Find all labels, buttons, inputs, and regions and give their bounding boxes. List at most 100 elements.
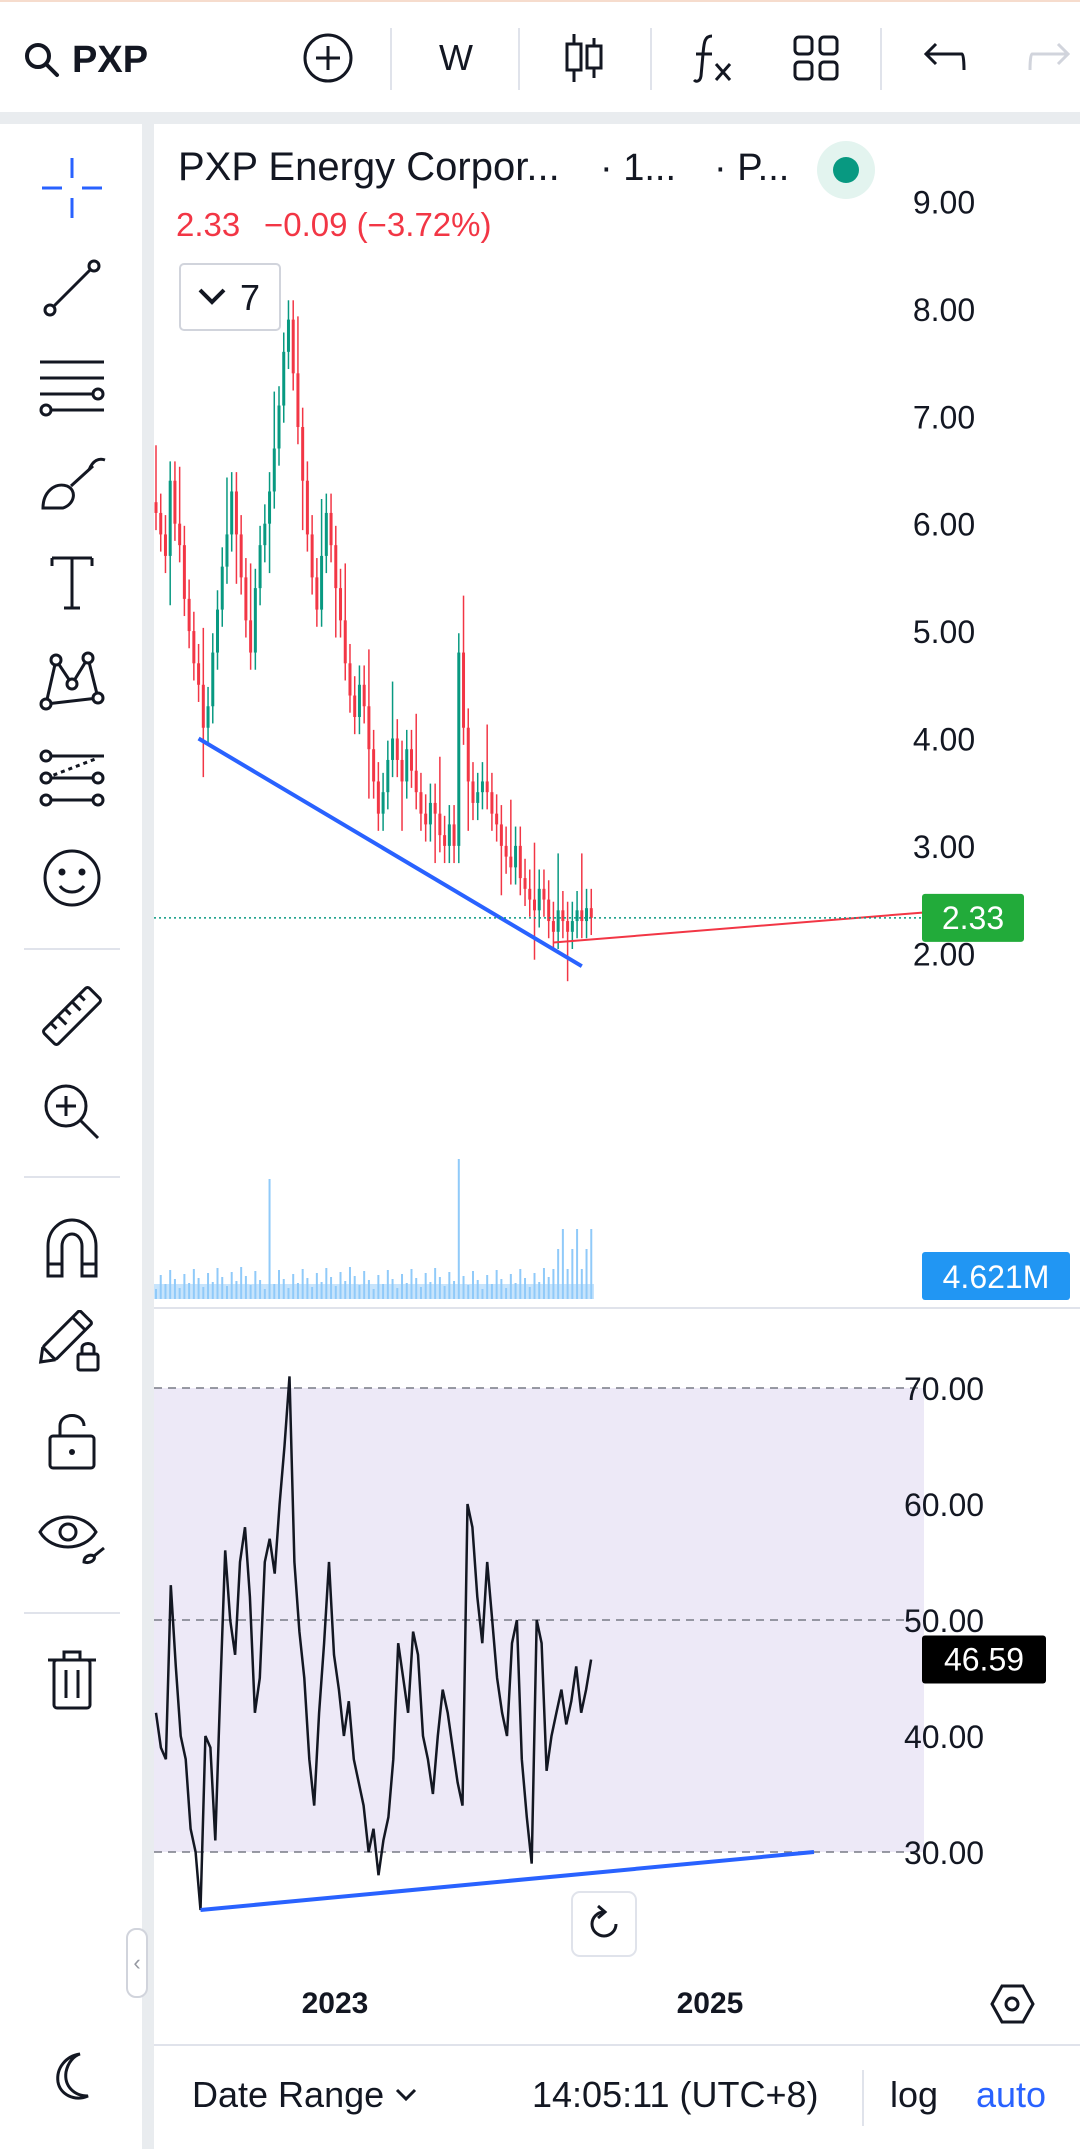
candle-body[interactable] xyxy=(339,588,343,621)
brush-tool[interactable] xyxy=(32,444,112,524)
candle-body[interactable] xyxy=(452,824,456,846)
candle-body[interactable] xyxy=(395,738,399,760)
candle-body[interactable] xyxy=(409,749,413,771)
candle-body[interactable] xyxy=(234,491,238,535)
candle-body[interactable] xyxy=(334,545,338,589)
candle-body[interactable] xyxy=(182,545,186,599)
candle-body[interactable] xyxy=(268,491,272,524)
candle-body[interactable] xyxy=(216,609,220,653)
candle-body[interactable] xyxy=(282,351,286,406)
candle-body[interactable] xyxy=(400,759,404,782)
candle-body[interactable] xyxy=(523,878,527,889)
collapse-toolbar-button[interactable]: ‹ xyxy=(126,1928,148,1998)
candle-body[interactable] xyxy=(476,792,480,803)
lock-drawing-tool[interactable] xyxy=(32,1304,112,1384)
candle-body[interactable] xyxy=(296,373,300,428)
trendline-drawing-red[interactable] xyxy=(553,911,925,944)
candle-body[interactable] xyxy=(353,695,357,717)
trendline-tool[interactable] xyxy=(32,248,112,328)
rsi-line[interactable] xyxy=(154,1376,593,1911)
add-symbol-button[interactable] xyxy=(296,26,360,90)
candle-body[interactable] xyxy=(239,534,243,578)
candle-body[interactable] xyxy=(585,908,589,922)
candle-body[interactable] xyxy=(466,727,470,782)
candle-body[interactable] xyxy=(154,502,158,513)
candle-body[interactable] xyxy=(495,813,499,825)
candle-body[interactable] xyxy=(556,910,560,932)
rsi-trendline-drawing[interactable] xyxy=(200,1850,815,1912)
candle-body[interactable] xyxy=(211,652,215,707)
candle-body[interactable] xyxy=(424,813,428,825)
trendline-drawing[interactable] xyxy=(197,736,583,968)
candle-body[interactable] xyxy=(343,620,347,664)
candle-body[interactable] xyxy=(192,631,196,664)
candle-body[interactable] xyxy=(547,899,551,922)
candle-body[interactable] xyxy=(367,706,371,750)
crosshair-tool[interactable] xyxy=(32,148,112,228)
candle-body[interactable] xyxy=(197,663,201,685)
candle-body[interactable] xyxy=(329,512,333,546)
candle-body[interactable] xyxy=(447,824,451,846)
candle-body[interactable] xyxy=(551,921,555,932)
candle-body[interactable] xyxy=(566,921,570,932)
theme-toggle[interactable] xyxy=(32,2036,112,2116)
candle-body[interactable] xyxy=(405,749,409,782)
candle-body[interactable] xyxy=(201,684,205,728)
chart-panel[interactable]: 9.00 8.00 7.00 6.00 5.00 4.00 3.00 2.00 2.33 4.62… xyxy=(154,124,1080,2044)
emoji-tool[interactable] xyxy=(32,838,112,918)
layout-button[interactable] xyxy=(784,26,848,90)
candle-body[interactable] xyxy=(438,813,442,836)
candle-body[interactable] xyxy=(291,319,295,374)
candle-body[interactable] xyxy=(589,908,593,918)
candle-body[interactable] xyxy=(561,910,565,922)
candle-body[interactable] xyxy=(580,910,584,922)
candle-body[interactable] xyxy=(381,792,385,814)
candle-body[interactable] xyxy=(272,448,276,492)
candle-body[interactable] xyxy=(391,738,395,760)
candle-body[interactable] xyxy=(168,480,172,556)
zoom-tool[interactable] xyxy=(32,1072,112,1152)
remove-drawings-tool[interactable] xyxy=(32,1640,112,1720)
pattern-tool[interactable] xyxy=(32,640,112,720)
indicators-toggle[interactable]: 7 xyxy=(179,263,281,331)
reset-chart-button[interactable] xyxy=(571,1891,637,1957)
candle-body[interactable] xyxy=(514,845,518,868)
interval-button[interactable]: W xyxy=(439,37,473,78)
candle-body[interactable] xyxy=(471,781,475,803)
candle-body[interactable] xyxy=(532,899,536,911)
rsi-axis[interactable]: 70.00 60.00 50.00 40.00 30.00 46.59 xyxy=(904,1371,1046,1871)
symbol-search[interactable]: PXP xyxy=(22,30,148,90)
candle-body[interactable] xyxy=(324,512,328,556)
candle-body[interactable] xyxy=(244,577,248,621)
date-range-button[interactable]: Date Range xyxy=(192,2074,418,2116)
candle-body[interactable] xyxy=(462,652,466,728)
candle-body[interactable] xyxy=(509,856,513,868)
candle-body[interactable] xyxy=(570,921,574,932)
lock-all-tool[interactable] xyxy=(32,1400,112,1480)
candle-body[interactable] xyxy=(362,684,366,707)
last-price-badge[interactable] xyxy=(922,893,1024,942)
candle-body[interactable] xyxy=(320,555,324,610)
candle-body[interactable] xyxy=(518,845,522,879)
candle-body[interactable] xyxy=(286,319,290,352)
candle-body[interactable] xyxy=(528,888,532,900)
price-pane[interactable] xyxy=(154,300,925,982)
candle-body[interactable] xyxy=(249,620,253,653)
indicators-button[interactable] xyxy=(682,26,746,90)
candle-body[interactable] xyxy=(457,652,461,846)
rsi-pane[interactable] xyxy=(154,1376,924,1912)
candle-body[interactable] xyxy=(504,845,508,857)
candle-body[interactable] xyxy=(499,824,503,846)
candle-body[interactable] xyxy=(419,792,423,814)
candle-body[interactable] xyxy=(159,512,163,535)
chart-svg[interactable]: 9.008.007.006.005.004.003.002.002.334.62… xyxy=(154,124,1080,2044)
price-axis[interactable]: 9.00 8.00 7.00 6.00 5.00 4.00 3.00 2.002.33 4.62… xyxy=(913,184,1070,1300)
candle-body[interactable] xyxy=(206,706,210,728)
candle-body[interactable] xyxy=(357,684,361,717)
candle-body[interactable] xyxy=(537,888,541,911)
redo-button[interactable] xyxy=(1018,26,1080,90)
rsi-value-badge[interactable] xyxy=(922,1635,1046,1684)
candle-body[interactable] xyxy=(428,802,432,825)
settings-button[interactable] xyxy=(990,1984,1035,2024)
forecast-tool[interactable] xyxy=(32,738,112,818)
